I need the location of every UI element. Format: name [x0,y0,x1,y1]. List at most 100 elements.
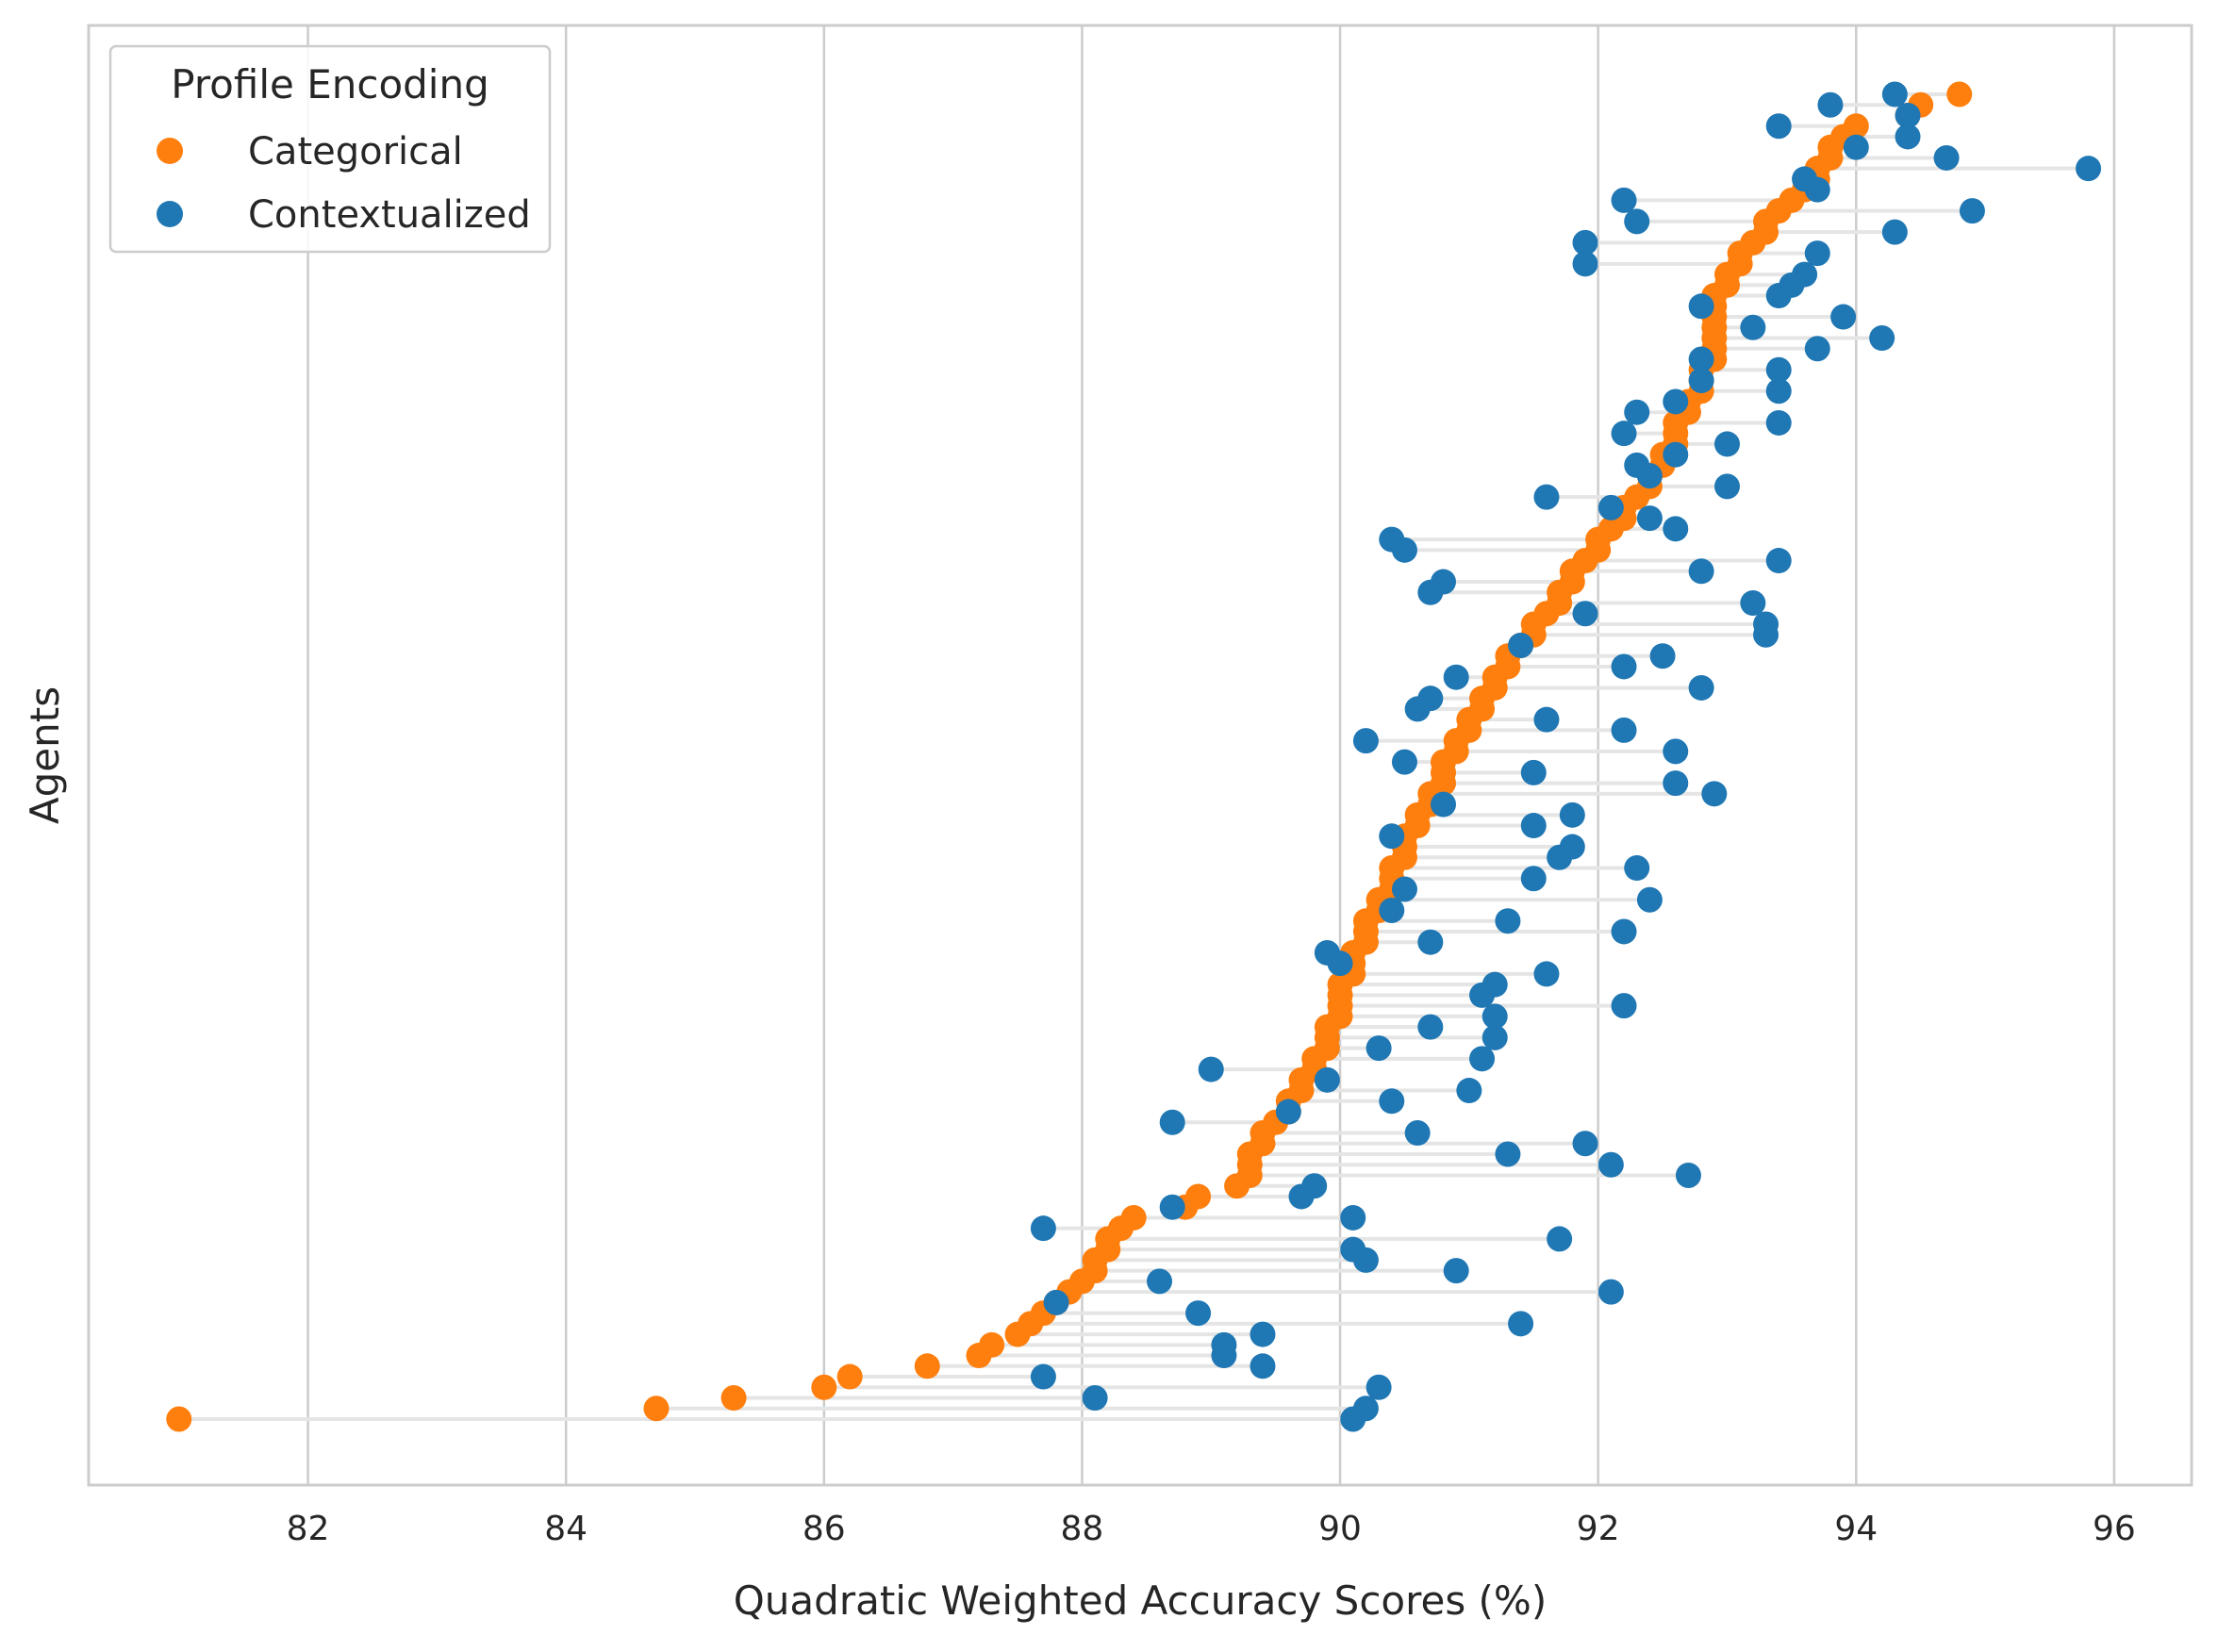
point-categorical-103 [1224,1173,1250,1199]
point-contextualized-76 [1636,886,1663,913]
point-contextualized-26 [1765,356,1792,383]
x-tick-label-94: 94 [1834,1510,1878,1548]
point-contextualized-49 [1572,601,1598,627]
point-contextualized-63 [1391,749,1417,775]
point-contextualized-43 [1391,537,1417,563]
point-contextualized-10 [1611,187,1637,213]
point-contextualized-120 [1250,1353,1276,1379]
legend-marker-contextualized [157,201,183,227]
point-contextualized-22 [1740,314,1766,340]
point-contextualized-106 [1340,1204,1366,1231]
point-contextualized-51 [1753,621,1779,648]
point-contextualized-4 [1895,124,1921,150]
point-contextualized-78 [1495,908,1521,934]
point-contextualized-107 [1030,1215,1056,1242]
point-contextualized-38 [1533,484,1560,510]
point-contextualized-20 [1688,293,1714,320]
point-contextualized-77 [1379,897,1405,923]
point-contextualized-15 [1804,240,1830,267]
point-contextualized-19 [1765,283,1792,309]
point-contextualized-80 [1417,929,1444,955]
x-tick-label-92: 92 [1577,1510,1620,1548]
point-contextualized-11 [1959,198,1985,224]
point-contextualized-44 [1765,548,1792,574]
point-contextualized-70 [1379,823,1405,850]
point-categorical-120 [914,1353,940,1379]
point-contextualized-98 [1404,1120,1431,1147]
plot-frame [87,24,2193,1487]
point-categorical-0 [1946,81,1973,107]
x-axis-label: Quadratic Weighted Accuracy Scores (%) [734,1578,1547,1624]
point-contextualized-67 [1431,791,1457,818]
point-contextualized-34 [1663,441,1689,468]
point-contextualized-47 [1417,579,1444,605]
point-contextualized-113 [1597,1279,1624,1305]
point-contextualized-83 [1533,961,1560,987]
point-contextualized-58 [1404,696,1431,722]
point-contextualized-40 [1636,505,1663,532]
point-contextualized-119 [1211,1343,1237,1369]
point-contextualized-54 [1611,653,1637,680]
point-categorical-123 [720,1385,747,1412]
point-contextualized-36 [1636,463,1663,489]
point-contextualized-41 [1663,516,1689,542]
point-contextualized-75 [1391,876,1417,902]
point-contextualized-114 [1043,1289,1069,1315]
legend: Profile Encoding Categorical Contextuali… [108,44,552,254]
point-contextualized-13 [1881,219,1908,245]
point-contextualized-1 [1817,91,1844,118]
point-contextualized-56 [1688,674,1714,701]
point-contextualized-102 [1675,1162,1701,1188]
point-contextualized-39 [1597,494,1624,520]
point-contextualized-24 [1804,336,1830,362]
x-tick-label-90: 90 [1318,1510,1362,1548]
point-contextualized-90 [1366,1035,1392,1062]
point-contextualized-52 [1508,632,1534,658]
legend-label-contextualized: Contextualized [248,193,531,237]
point-contextualized-9 [1804,176,1830,203]
point-contextualized-3 [1765,113,1792,140]
point-contextualized-111 [1443,1258,1469,1284]
point-categorical-117 [1004,1321,1031,1347]
x-tick-label-86: 86 [803,1510,846,1548]
point-contextualized-72 [1547,844,1573,870]
x-tick-labels: 82 84 86 88 90 92 94 96 [287,1510,2136,1548]
point-contextualized-14 [1572,229,1598,256]
point-contextualized-31 [1765,409,1792,436]
point-contextualized-7 [2076,156,2102,182]
point-contextualized-25 [1688,346,1714,372]
point-contextualized-121 [1030,1363,1056,1390]
point-contextualized-12 [1624,208,1650,235]
point-contextualized-92 [1198,1056,1224,1082]
point-categorical-125 [166,1406,192,1432]
point-contextualized-60 [1611,717,1637,743]
x-tick-label-84: 84 [544,1510,588,1548]
x-tick-label-88: 88 [1061,1510,1104,1548]
point-contextualized-117 [1250,1321,1276,1347]
point-contextualized-82 [1327,950,1353,977]
point-contextualized-5 [1843,134,1869,160]
point-contextualized-125 [1340,1406,1366,1432]
point-contextualized-69 [1520,813,1547,839]
point-contextualized-74 [1520,866,1547,892]
point-contextualized-21 [1830,304,1857,330]
legend-label-categorical: Categorical [248,130,463,173]
point-contextualized-61 [1352,728,1379,754]
point-categorical-121 [836,1363,863,1390]
gridlines [306,25,2116,1485]
point-contextualized-91 [1469,1046,1496,1072]
point-contextualized-88 [1417,1014,1444,1040]
point-contextualized-2 [1895,102,1921,128]
point-contextualized-73 [1624,855,1650,882]
point-contextualized-96 [1275,1099,1301,1125]
point-contextualized-89 [1481,1024,1508,1050]
point-contextualized-53 [1649,643,1676,669]
point-contextualized-66 [1701,781,1728,807]
point-contextualized-95 [1379,1088,1405,1115]
point-contextualized-6 [1933,144,1960,171]
legend-title: Profile Encoding [171,61,489,107]
legend-box [108,44,552,254]
point-contextualized-122 [1366,1374,1392,1400]
